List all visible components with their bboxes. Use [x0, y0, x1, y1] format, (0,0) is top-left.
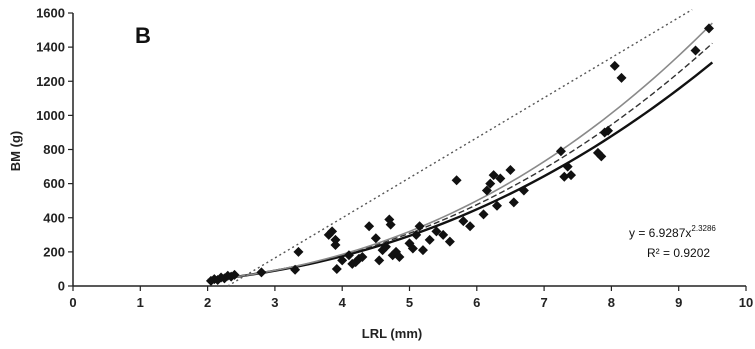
data-point — [411, 229, 422, 240]
data-point — [417, 245, 428, 256]
data-point — [293, 246, 304, 257]
data-point — [330, 234, 341, 245]
trend-line-solid-gray — [207, 22, 713, 282]
y-tick-label: 1400 — [36, 40, 65, 55]
data-point — [438, 229, 449, 240]
data-point — [424, 234, 435, 245]
equation-annotation: y = 6.9287x2.3286 R² = 0.9202 — [629, 224, 716, 260]
y-tick-label: 0 — [58, 279, 65, 294]
y-tick-label: 600 — [43, 176, 65, 191]
data-point — [495, 173, 506, 184]
x-axis-title: LRL (mm) — [362, 326, 422, 341]
x-ticks: 0 1 2 3 4 5 6 7 8 9 10 — [69, 286, 753, 310]
y-tick-label: 1600 — [36, 6, 65, 21]
x-tick-label: 6 — [473, 295, 480, 310]
trend-line-solid-black — [207, 61, 714, 282]
data-point — [374, 255, 385, 266]
data-point — [518, 185, 529, 196]
y-tick-label: 1200 — [36, 74, 65, 89]
data-point — [229, 269, 240, 280]
data-point — [458, 216, 469, 227]
data-point — [407, 243, 418, 254]
data-point — [364, 221, 375, 232]
y-ticks: 0 200 400 600 800 1000 1200 1400 1600 — [36, 6, 73, 294]
data-point — [481, 185, 492, 196]
data-point — [256, 267, 267, 278]
data-point — [616, 72, 627, 83]
r-squared-text: R² = 0.9202 — [647, 246, 710, 260]
y-tick-label: 400 — [43, 210, 65, 225]
data-point — [478, 209, 489, 220]
data-point — [451, 175, 462, 186]
data-point — [380, 241, 391, 252]
data-point — [331, 263, 342, 274]
x-tick-label: 4 — [339, 295, 347, 310]
data-point — [385, 219, 396, 230]
data-point — [465, 221, 476, 232]
panel-label: B — [135, 23, 151, 48]
y-tick-label: 800 — [43, 142, 65, 157]
x-tick-label: 3 — [271, 295, 278, 310]
data-point — [596, 151, 607, 162]
data-point — [703, 23, 714, 34]
y-tick-label: 200 — [43, 244, 65, 259]
data-point — [508, 197, 519, 208]
x-tick-label: 8 — [608, 295, 615, 310]
data-point — [343, 250, 354, 261]
equation-exponent: 2.3286 — [691, 224, 716, 233]
data-point — [414, 221, 425, 232]
data-point — [431, 226, 442, 237]
equation-text: y = 6.9287x2.3286 — [629, 224, 716, 240]
y-axis-title: BM (g) — [8, 131, 23, 171]
data-point — [370, 233, 381, 244]
data-point — [555, 146, 566, 157]
data-point — [327, 226, 338, 237]
trend-line-dotted — [227, 8, 693, 287]
data-point — [357, 251, 368, 262]
x-tick-label: 1 — [137, 295, 144, 310]
data-point — [330, 240, 341, 251]
data-point — [559, 171, 570, 182]
data-point — [444, 236, 455, 247]
data-point — [609, 60, 620, 71]
data-point — [290, 264, 301, 275]
x-tick-label: 9 — [675, 295, 682, 310]
data-point — [491, 200, 502, 211]
x-tick-label: 10 — [739, 295, 753, 310]
data-point — [690, 45, 701, 56]
x-tick-label: 2 — [204, 295, 211, 310]
data-point — [562, 161, 573, 172]
data-point — [394, 251, 405, 262]
x-tick-label: 0 — [69, 295, 76, 310]
data-point — [488, 170, 499, 181]
trend-lines — [207, 8, 714, 287]
data-point — [505, 164, 516, 175]
data-point — [566, 170, 577, 181]
x-tick-label: 7 — [540, 295, 547, 310]
x-tick-label: 5 — [406, 295, 413, 310]
equation-base: y = 6.9287x — [629, 226, 691, 240]
y-tick-label: 1000 — [36, 108, 65, 123]
data-point — [337, 255, 348, 266]
data-point — [485, 178, 496, 189]
data-point — [603, 125, 614, 136]
trend-line-dashed-black — [207, 42, 713, 281]
data-points — [205, 23, 714, 286]
